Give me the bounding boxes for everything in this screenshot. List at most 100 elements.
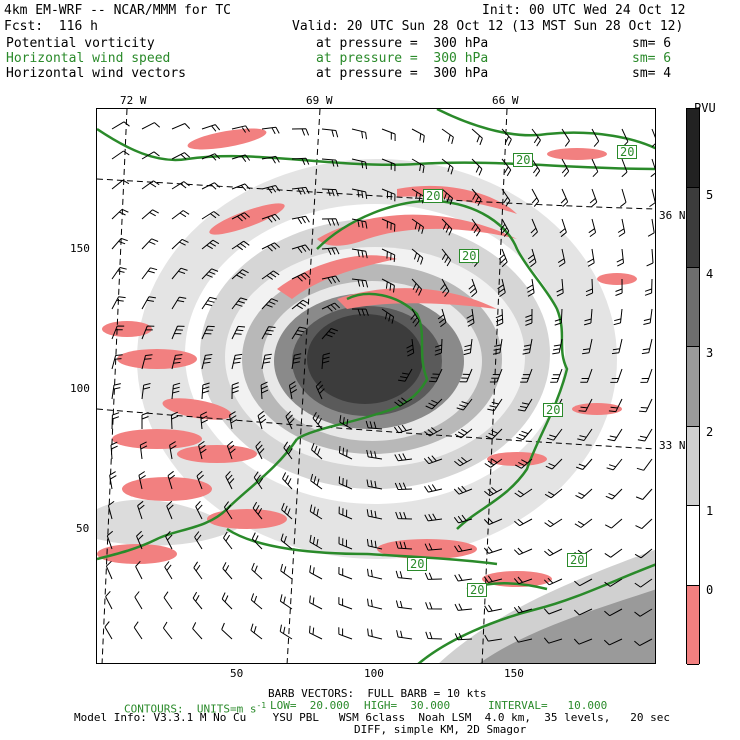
wind-barb <box>585 278 594 297</box>
negative-pv-patches <box>97 128 637 587</box>
wind-barb <box>410 308 420 327</box>
field-level-wind-vectors: at pressure = 300 hPa <box>316 66 489 81</box>
wind-barb <box>367 628 383 640</box>
wind-barb <box>366 479 383 490</box>
wind-barb <box>279 594 293 610</box>
colorbar-label-3: 3 <box>706 346 714 360</box>
wind-barb <box>141 238 159 250</box>
wind-barb <box>201 239 220 250</box>
wind-barb <box>453 485 473 495</box>
diffusion-info: DIFF, simple KM, 2D Smagor <box>354 723 527 736</box>
wind-barb <box>141 122 161 130</box>
wind-barb <box>497 278 506 298</box>
wind-barb <box>351 218 368 229</box>
wind-barb <box>429 368 443 383</box>
wind-barb <box>231 325 246 340</box>
wind-barb <box>231 183 251 191</box>
wind-barb <box>471 188 482 206</box>
wind-barb <box>321 352 331 370</box>
wind-barb <box>280 563 293 580</box>
wind-barb <box>468 278 478 298</box>
colorbar-segment <box>687 585 699 665</box>
wind-barb <box>111 412 120 430</box>
wind-barb <box>398 368 413 382</box>
wind-barb <box>617 218 626 237</box>
wind-barb <box>111 179 130 190</box>
wind-barb <box>338 506 353 520</box>
wind-barb <box>582 338 593 355</box>
wind-barb <box>424 572 443 580</box>
contour-label: 20 <box>543 403 564 417</box>
wind-barb <box>105 590 113 610</box>
wind-barb <box>351 308 369 316</box>
wind-barb <box>192 622 203 640</box>
wind-barb <box>261 353 272 370</box>
wind-barb <box>634 608 653 617</box>
lon-label-69w: 69 W <box>306 94 333 107</box>
lon-label-72w: 72 W <box>120 94 147 107</box>
map-graphic <box>97 109 655 663</box>
wind-barb <box>603 638 623 646</box>
wind-barb <box>134 591 143 610</box>
wind-barb <box>543 637 563 644</box>
wind-barb <box>231 154 251 162</box>
wind-barb <box>133 621 143 640</box>
field-level-pv: at pressure = 300 hPa <box>316 36 489 51</box>
wind-barb <box>291 299 310 310</box>
wind-barb <box>291 157 310 166</box>
wind-barb <box>229 411 238 430</box>
wind-barb <box>640 368 653 383</box>
wind-barb <box>138 471 146 490</box>
wind-barb <box>604 608 623 617</box>
wind-barb <box>424 543 443 551</box>
wind-barb <box>109 471 117 490</box>
wind-barb <box>650 158 655 178</box>
wind-barb <box>309 625 323 640</box>
wind-barb <box>520 368 533 383</box>
wind-barb <box>351 188 368 199</box>
wind-barb <box>222 562 233 580</box>
wind-barb <box>484 634 503 642</box>
wind-barb <box>620 188 627 208</box>
wind-barb <box>441 218 453 236</box>
wind-barb <box>141 180 160 190</box>
wind-barb <box>194 531 203 550</box>
wind-barb <box>171 354 183 370</box>
wind-barb <box>111 237 128 250</box>
model-title: 4km EM-WRF -- NCAR/MMM for TC <box>4 3 231 18</box>
wind-barb <box>283 441 293 460</box>
wind-barb <box>517 398 533 412</box>
wind-barb <box>608 398 623 413</box>
lat-label-36n: 36 N <box>659 209 686 222</box>
wind-barb <box>514 636 533 643</box>
wind-barb <box>611 338 623 355</box>
wind-barb <box>367 568 383 580</box>
wind-barb <box>351 158 368 170</box>
lon-label-66w: 66 W <box>492 94 519 107</box>
wind-barb <box>257 410 267 430</box>
wind-barb <box>171 238 189 250</box>
wind-barb <box>644 278 653 296</box>
wind-barb <box>261 270 280 280</box>
wind-barb <box>498 248 508 268</box>
wind-barb <box>483 517 503 525</box>
wind-barb <box>141 354 153 370</box>
wind-barb <box>252 501 263 520</box>
wind-barb <box>381 278 395 293</box>
wind-barb <box>501 158 512 177</box>
wind-barb <box>411 218 424 234</box>
lat-label-33n: 33 N <box>659 439 686 452</box>
wind-barb <box>171 325 185 340</box>
wind-barbs <box>104 121 655 647</box>
wind-barb <box>425 631 443 640</box>
wind-barb <box>381 308 395 324</box>
wind-barb <box>110 441 118 460</box>
wind-barb <box>463 338 473 356</box>
wind-barb <box>575 488 593 499</box>
wind-barb <box>544 488 563 499</box>
wind-barb <box>163 591 173 610</box>
wind-barb <box>365 420 383 430</box>
wind-barb <box>201 296 217 310</box>
contour-label: 20 <box>423 189 444 203</box>
wind-barb <box>621 158 628 178</box>
